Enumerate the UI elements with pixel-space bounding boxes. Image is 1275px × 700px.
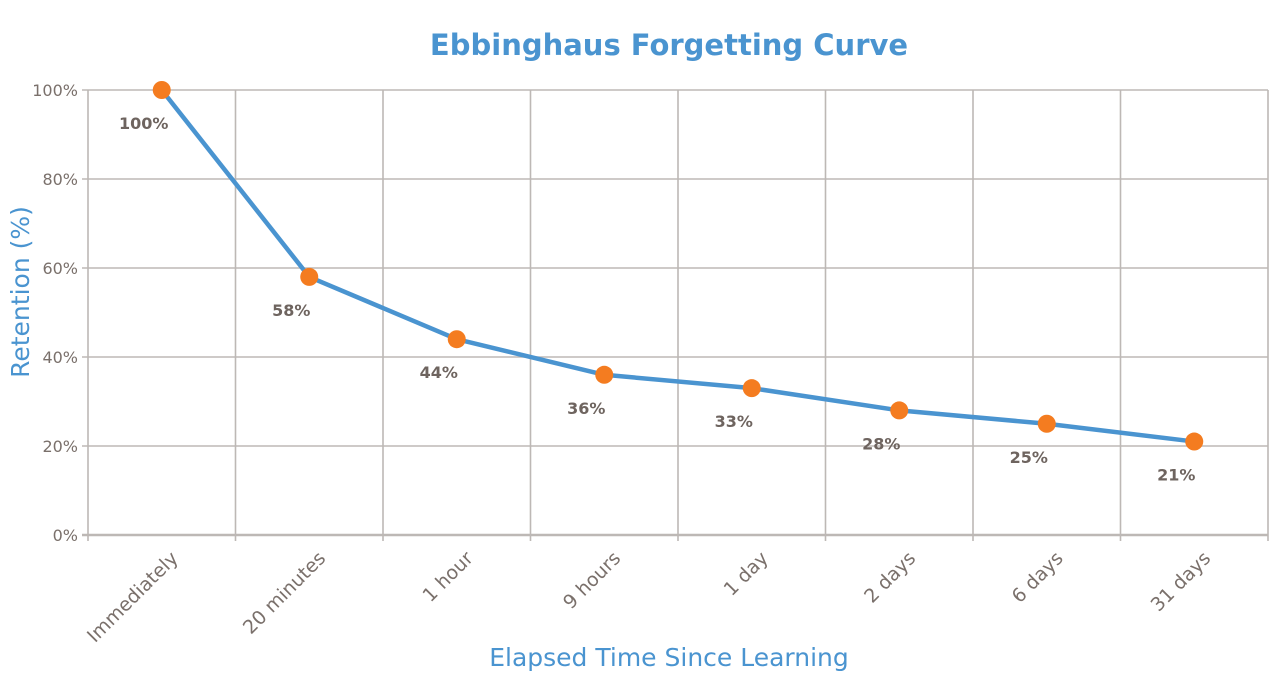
data-label: 100% [119, 114, 168, 133]
x-tick-label: 31 days [1147, 547, 1216, 616]
y-axis-label: Retention (%) [6, 206, 35, 378]
data-label: 36% [567, 399, 605, 418]
x-tick-label: 9 hours [559, 547, 625, 613]
x-tick-label: 6 days [1008, 547, 1068, 607]
y-axis: 0% 20% 40% 60% 80% 100% [32, 81, 78, 545]
x-axis: Immediately 20 minutes 1 hour 9 hours 1 day 2… [83, 547, 1215, 647]
y-tick-label: 80% [42, 170, 78, 189]
data-point [890, 401, 909, 420]
x-tick-label: 20 minutes [239, 547, 330, 638]
grid [82, 89, 1269, 541]
x-axis-label: Elapsed Time Since Learning [489, 643, 849, 672]
data-point [1037, 414, 1056, 433]
y-tick-label: 0% [53, 526, 78, 545]
data-point [300, 267, 319, 286]
x-tick-label: 1 day [720, 547, 773, 600]
data-point [742, 379, 761, 398]
data-label: 44% [420, 363, 458, 382]
series-line [159, 88, 1195, 444]
x-tick-label: 1 hour [419, 547, 478, 606]
chart-title: Ebbinghaus Forgetting Curve [430, 28, 908, 62]
data-point [152, 81, 171, 99]
data-label: 21% [1157, 466, 1195, 485]
series-retention: 100% 58% 44% 36% 33% 28% 25% 21% [119, 81, 1204, 485]
x-tick-label: 2 days [860, 547, 920, 607]
data-point [447, 330, 466, 349]
data-point [595, 365, 614, 384]
data-label: 33% [715, 412, 753, 431]
data-point [1185, 432, 1204, 451]
y-tick-label: 20% [42, 437, 78, 456]
y-tick-label: 60% [42, 259, 78, 278]
data-label: 58% [272, 301, 310, 320]
x-tick-label: Immediately [83, 547, 183, 647]
y-tick-label: 100% [32, 81, 78, 100]
y-tick-label: 40% [42, 348, 78, 367]
data-label: 28% [862, 434, 900, 453]
data-label: 25% [1010, 448, 1048, 467]
